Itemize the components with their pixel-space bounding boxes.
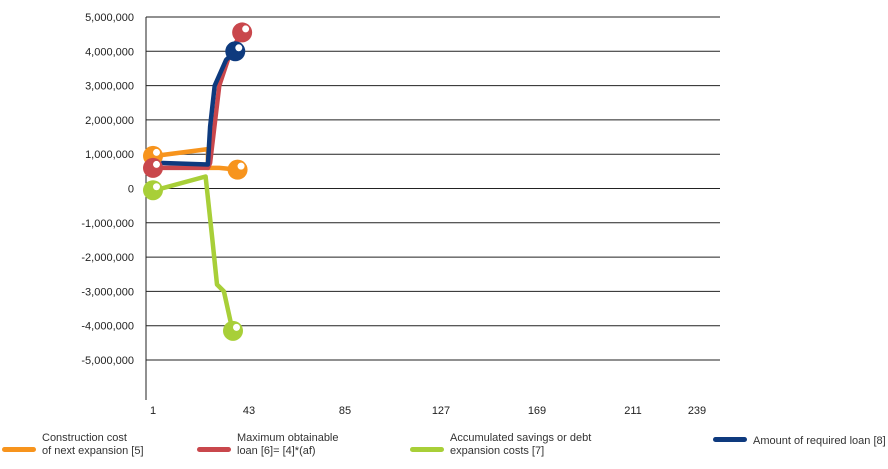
y-tick-label: 0: [128, 184, 134, 196]
y-tick-label: 3,000,000: [85, 81, 134, 93]
data-point: [225, 41, 246, 62]
legend-label-required-loan: Amount of required loan [8]: [753, 435, 886, 447]
legend-label-maximum-obtainable-loan: Maximum obtainable loan [6]= [4]*(af): [237, 432, 339, 457]
y-tick-label: 4,000,000: [85, 46, 134, 58]
data-point: [232, 22, 253, 43]
y-tick-label: 5,000,000: [85, 12, 134, 24]
y-tick-label: -3,000,000: [81, 286, 134, 298]
point-highlight: [241, 24, 250, 34]
line-chart: 5,000,000 4,000,000 3,000,000 2,000,000 1,00…: [81, 12, 720, 417]
y-tick-label: -5,000,000: [81, 355, 134, 367]
series-markers: [143, 22, 253, 341]
legend-label-accumulated-savings: Accumulated savings or debt expansion co…: [450, 432, 592, 457]
series-lines: [150, 30, 245, 335]
y-tick-label: -1,000,000: [81, 218, 134, 230]
data-point: [227, 159, 248, 180]
point-highlight: [232, 323, 241, 332]
legend-swatch-construction-cost: [2, 447, 36, 452]
point-marker: [143, 157, 163, 178]
axes: 5,000,000 4,000,000 3,000,000 2,000,000 1,00…: [81, 12, 706, 417]
point-highlight: [152, 182, 161, 191]
x-tick-label: 211: [624, 405, 642, 417]
x-tick-label: 127: [432, 405, 450, 417]
point-highlight: [236, 162, 246, 171]
legend-swatch-accumulated-savings: [410, 447, 444, 452]
x-tick-label: 1: [150, 405, 156, 417]
point-highlight: [234, 43, 243, 52]
x-tick-label: 85: [339, 405, 351, 417]
point-marker: [227, 159, 248, 180]
legend-item-maximum-obtainable-loan: Maximum obtainable loan [6]= [4]*(af): [197, 432, 339, 458]
y-tick-label: 1,000,000: [85, 149, 134, 161]
grid: [146, 16, 720, 361]
series-line-3: [150, 49, 238, 167]
x-tick-label: 239: [688, 405, 706, 417]
y-tick-label: 2,000,000: [85, 115, 134, 127]
point-marker: [225, 41, 246, 62]
legend-swatch-maximum-obtainable-loan: [197, 447, 231, 452]
legend-item-accumulated-savings: Accumulated savings or debt expansion co…: [410, 432, 591, 458]
legend-item-construction-cost: Construction cost of next expansion [5]: [2, 432, 144, 458]
y-tick-label: -2,000,000: [81, 252, 134, 264]
legend-swatch-required-loan: [713, 437, 747, 442]
x-tick-label: 43: [243, 405, 255, 417]
point-marker: [143, 180, 163, 201]
data-point: [223, 320, 243, 341]
legend-label-construction-cost: Construction cost of next expansion [5]: [42, 432, 144, 457]
data-point: [143, 157, 163, 178]
point-highlight: [152, 148, 161, 157]
legend: Construction cost of next expansion [5] …: [0, 432, 888, 468]
y-tick-label: -4,000,000: [81, 321, 134, 333]
legend-item-required-loan: Amount of required loan [8]: [713, 432, 886, 448]
point-marker: [232, 22, 253, 43]
data-point: [143, 180, 163, 201]
series-line-2: [150, 174, 236, 335]
x-tick-label: 169: [528, 405, 546, 417]
point-marker: [223, 320, 243, 341]
point-highlight: [152, 160, 161, 169]
